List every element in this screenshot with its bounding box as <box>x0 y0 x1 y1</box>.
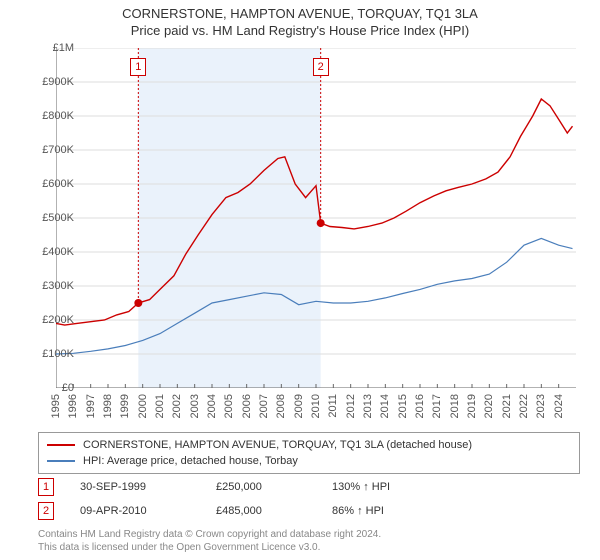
sale-row: 2 09-APR-2010 £485,000 86% ↑ HPI <box>38 502 562 520</box>
y-tick-label: £100K <box>24 348 74 360</box>
y-tick-label: £600K <box>24 178 74 190</box>
x-tick-label: 2007 <box>258 394 270 418</box>
x-tick-label: 2017 <box>431 394 443 418</box>
y-tick-label: £200K <box>24 314 74 326</box>
legend-swatch <box>47 460 75 462</box>
chart-marker-number: 2 <box>313 58 329 76</box>
legend-swatch <box>47 444 75 446</box>
x-tick-label: 1999 <box>119 394 131 418</box>
x-tick-label: 2002 <box>171 394 183 418</box>
x-tick-label: 2022 <box>518 394 530 418</box>
x-tick-label: 1998 <box>102 394 114 418</box>
chart-marker-number: 1 <box>130 58 146 76</box>
x-tick-label: 2013 <box>362 394 374 418</box>
x-tick-label: 2008 <box>275 394 287 418</box>
sale-date: 30-SEP-1999 <box>80 481 190 493</box>
y-tick-label: £400K <box>24 246 74 258</box>
x-tick-label: 2004 <box>206 394 218 418</box>
x-tick-label: 2000 <box>137 394 149 418</box>
y-tick-label: £900K <box>24 76 74 88</box>
x-tick-label: 2005 <box>223 394 235 418</box>
legend-item: HPI: Average price, detached house, Torb… <box>47 453 571 469</box>
chart-area <box>56 48 576 388</box>
title-subtitle: Price paid vs. HM Land Registry's House … <box>0 23 600 38</box>
y-tick-label: £700K <box>24 144 74 156</box>
sale-row: 1 30-SEP-1999 £250,000 130% ↑ HPI <box>38 478 562 496</box>
x-tick-label: 2015 <box>397 394 409 418</box>
sale-hpi: 86% ↑ HPI <box>332 505 432 517</box>
sale-date: 09-APR-2010 <box>80 505 190 517</box>
x-tick-label: 2024 <box>553 394 565 418</box>
footer-line: Contains HM Land Registry data © Crown c… <box>38 528 562 541</box>
sale-marker-number: 1 <box>38 478 54 496</box>
sale-price: £485,000 <box>216 505 306 517</box>
x-tick-label: 2016 <box>414 394 426 418</box>
sale-hpi: 130% ↑ HPI <box>332 481 432 493</box>
x-tick-label: 2019 <box>466 394 478 418</box>
x-tick-label: 2010 <box>310 394 322 418</box>
chart-container: CORNERSTONE, HAMPTON AVENUE, TORQUAY, TQ… <box>0 0 600 560</box>
footer-attribution: Contains HM Land Registry data © Crown c… <box>38 528 562 554</box>
y-tick-label: £500K <box>24 212 74 224</box>
footer-line: This data is licensed under the Open Gov… <box>38 541 562 554</box>
y-tick-label: £800K <box>24 110 74 122</box>
x-tick-label: 2014 <box>379 394 391 418</box>
y-tick-label: £1M <box>24 42 74 54</box>
x-tick-label: 1996 <box>67 394 79 418</box>
x-tick-label: 1995 <box>50 394 62 418</box>
y-tick-label: £300K <box>24 280 74 292</box>
legend-item: CORNERSTONE, HAMPTON AVENUE, TORQUAY, TQ… <box>47 437 571 453</box>
x-tick-label: 2023 <box>535 394 547 418</box>
legend-label: CORNERSTONE, HAMPTON AVENUE, TORQUAY, TQ… <box>83 439 472 451</box>
x-tick-label: 2011 <box>327 394 339 418</box>
sale-price: £250,000 <box>216 481 306 493</box>
x-tick-label: 2009 <box>293 394 305 418</box>
x-tick-label: 2006 <box>241 394 253 418</box>
legend-label: HPI: Average price, detached house, Torb… <box>83 455 298 467</box>
chart-svg <box>56 48 576 388</box>
x-tick-label: 2001 <box>154 394 166 418</box>
sale-marker-number: 2 <box>38 502 54 520</box>
x-tick-label: 2018 <box>449 394 461 418</box>
legend: CORNERSTONE, HAMPTON AVENUE, TORQUAY, TQ… <box>38 432 580 474</box>
x-tick-label: 2021 <box>501 394 513 418</box>
x-tick-label: 2020 <box>483 394 495 418</box>
y-tick-label: £0 <box>24 382 74 394</box>
x-tick-label: 2012 <box>345 394 357 418</box>
title-block: CORNERSTONE, HAMPTON AVENUE, TORQUAY, TQ… <box>0 0 600 38</box>
x-tick-label: 1997 <box>85 394 97 418</box>
title-address: CORNERSTONE, HAMPTON AVENUE, TORQUAY, TQ… <box>0 6 600 21</box>
x-tick-label: 2003 <box>189 394 201 418</box>
